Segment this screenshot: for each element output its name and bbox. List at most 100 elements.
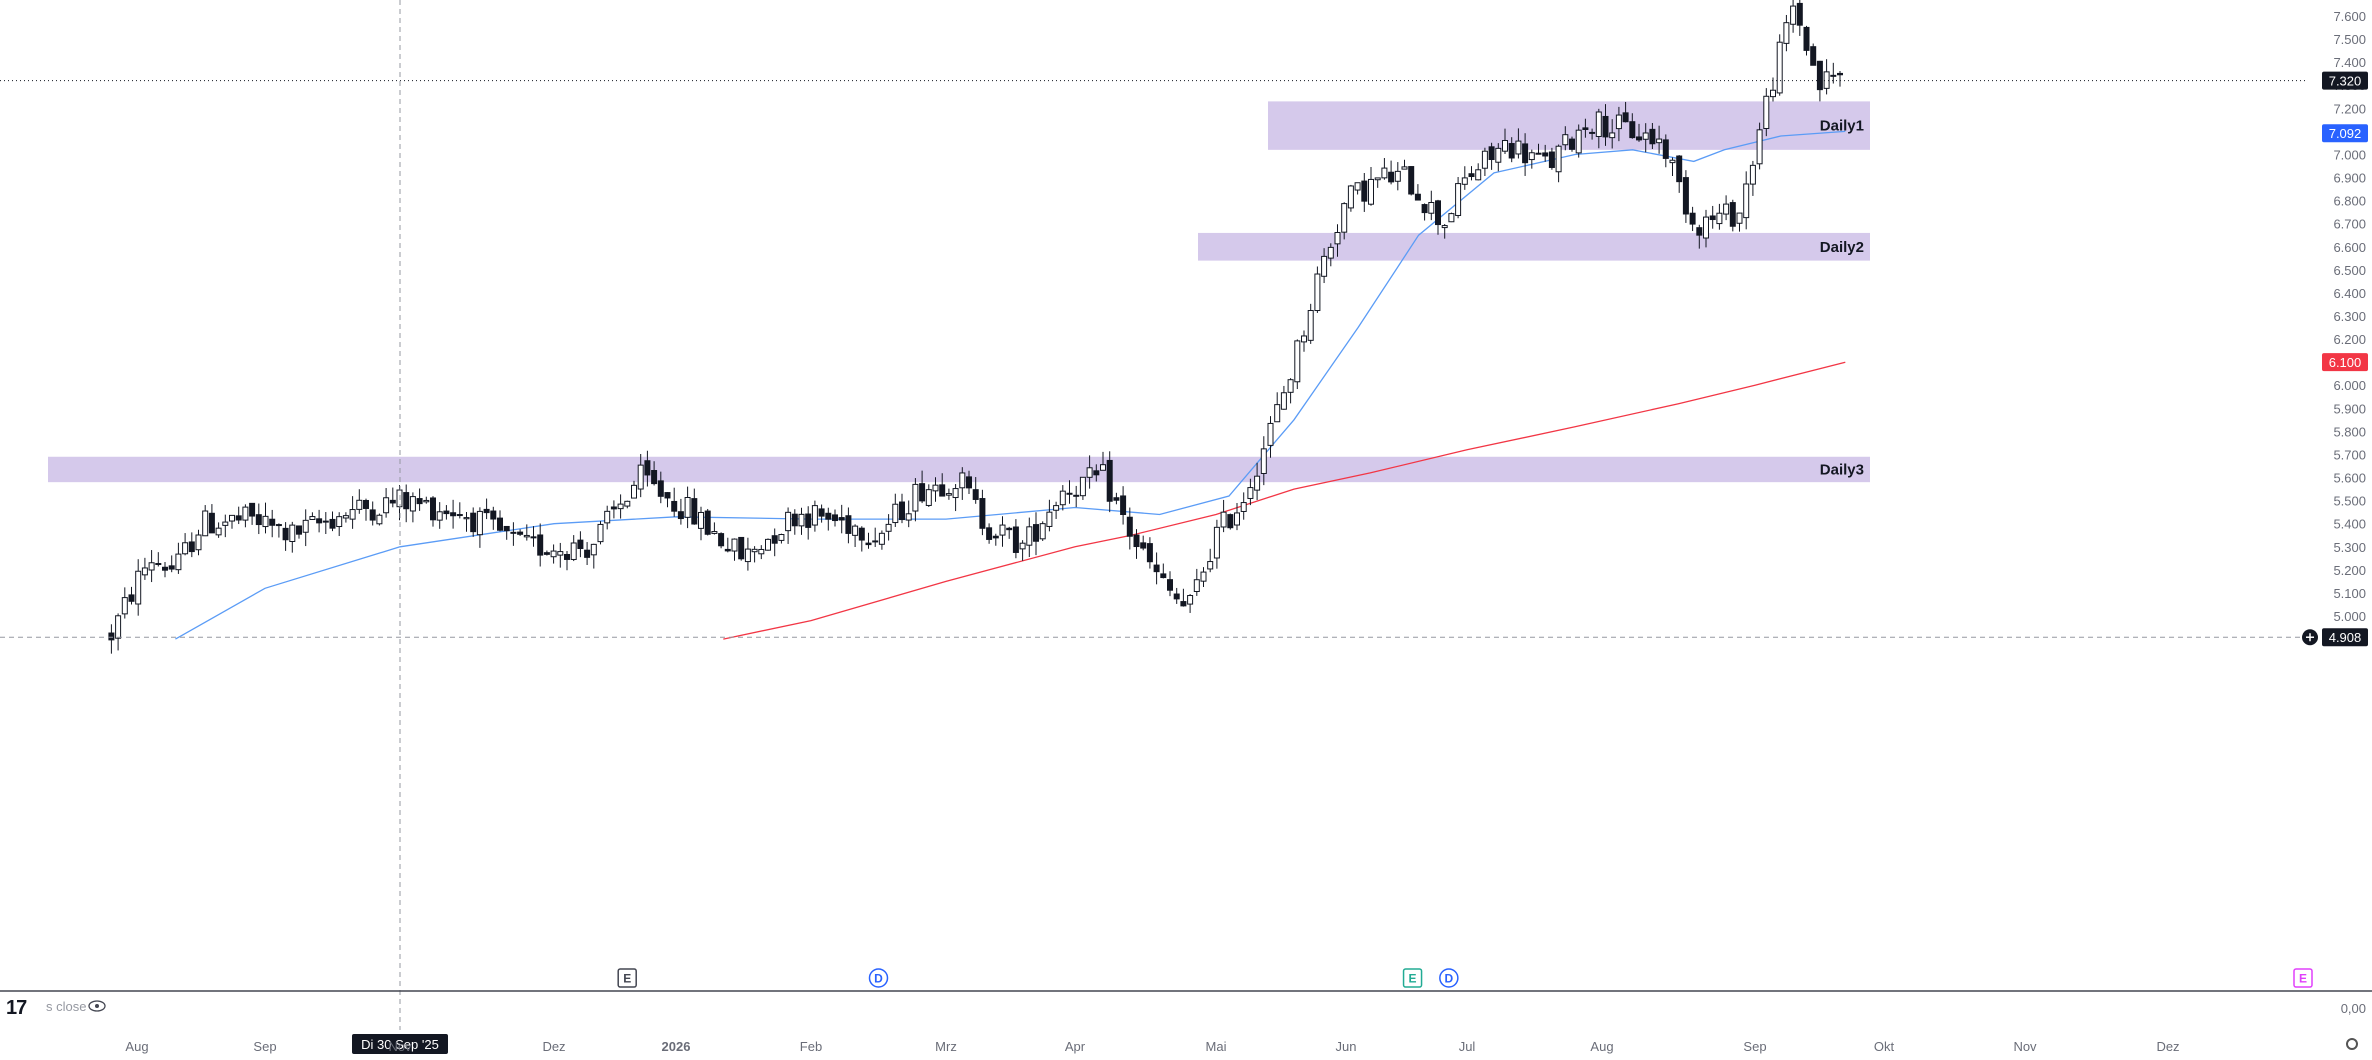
candle-body [376, 514, 383, 525]
x-tick-label: Dez [2156, 1039, 2179, 1054]
candle-body [436, 511, 443, 521]
candle-body [483, 508, 490, 514]
candle-body [865, 542, 872, 546]
candle-body [188, 541, 195, 553]
candle-body [1770, 89, 1776, 98]
price-badge [2322, 628, 2368, 647]
candles-layer [108, 0, 1843, 654]
candle-body [959, 472, 966, 489]
y-tick-label: 5.200 [2333, 563, 2366, 578]
candle-body [905, 513, 912, 521]
event-letter: D [874, 972, 883, 986]
candle-body [1615, 114, 1622, 130]
candle-body [1548, 151, 1555, 168]
candle-body [175, 553, 182, 571]
candle-body [845, 515, 852, 534]
candle-body [1079, 476, 1086, 497]
candle-body [872, 540, 879, 543]
candle-body [838, 517, 845, 521]
y-tick-label: 6.500 [2333, 263, 2366, 278]
y-tick-label: 7.500 [2333, 32, 2366, 47]
x-tick-label: Jul [1459, 1039, 1476, 1054]
y-tick-label: 6.400 [2333, 286, 2366, 301]
candle-body [1716, 212, 1723, 225]
candle-body [517, 531, 524, 535]
candle-body [1160, 573, 1167, 579]
candle-body [1006, 527, 1013, 531]
candle-body [1334, 232, 1341, 245]
x-tick-label: Nov [388, 1039, 412, 1054]
candle-body [1066, 492, 1073, 495]
candle-body [1837, 72, 1843, 76]
candle-body [543, 552, 550, 555]
candle-body [624, 500, 631, 507]
candle-body [1582, 127, 1589, 130]
candle-body [450, 512, 457, 517]
candle-body [832, 514, 838, 522]
y-tick-label: 6.600 [2333, 240, 2366, 255]
misc-layer: s close [46, 999, 106, 1014]
candle-body [1575, 129, 1582, 154]
candle-body [336, 516, 343, 528]
candle-body [383, 497, 390, 514]
candle-body [1059, 490, 1066, 506]
y-tick-label: 6.000 [2333, 378, 2366, 393]
candle-body [1515, 140, 1522, 155]
candle-body [1260, 448, 1267, 474]
candle-body [1522, 143, 1529, 164]
y-tick-label: 7.000 [2333, 147, 2366, 162]
x-tick-label: Okt [1874, 1039, 1895, 1054]
candle-body [1368, 178, 1374, 205]
candle-body [986, 527, 993, 540]
candle-body [765, 538, 771, 551]
candle-body [1776, 41, 1783, 94]
candle-body [329, 518, 336, 529]
candle-body [1039, 523, 1046, 540]
candle-body [141, 567, 148, 576]
candle-body [677, 511, 684, 520]
y-tick-label: 7.600 [2333, 9, 2366, 24]
candle-body [342, 515, 349, 519]
candle-body [1528, 152, 1535, 161]
candle-body [671, 500, 678, 512]
candle-body [811, 505, 818, 526]
candle-body [1408, 166, 1415, 195]
candle-body [1763, 95, 1770, 129]
x-tick-label: Nov [2013, 1039, 2037, 1054]
candle-body [1247, 487, 1254, 499]
candle-body [1749, 164, 1756, 185]
x-tick-label: Aug [125, 1039, 148, 1054]
candle-body [1307, 310, 1314, 341]
candle-body [389, 499, 396, 504]
candle-body [369, 509, 376, 521]
candle-body [490, 510, 497, 520]
candle-body [1019, 542, 1026, 550]
candle-body [1488, 146, 1495, 161]
x-tick-label: Mai [1206, 1039, 1227, 1054]
eye-icon-pupil [95, 1004, 99, 1008]
candle-body [349, 509, 356, 520]
candle-body [979, 498, 986, 529]
settings-icon[interactable] [2346, 1038, 2358, 1050]
candle-body [590, 543, 597, 556]
candle-body [1636, 136, 1642, 141]
x-tick-label: Jun [1336, 1039, 1357, 1054]
candle-body [416, 498, 423, 505]
candle-body [597, 523, 604, 543]
candle-body [162, 566, 168, 571]
candle-body [255, 514, 262, 526]
price-badge-label: 7.092 [2329, 126, 2362, 141]
candle-body [966, 476, 972, 489]
y-tick-label: 6.800 [2333, 194, 2366, 209]
price-badge-label: 4.908 [2329, 630, 2362, 645]
x-tick-label: 2026 [662, 1039, 691, 1054]
candle-body [510, 531, 517, 534]
candle-body [423, 499, 430, 503]
candle-body [1234, 512, 1240, 526]
candle-body [972, 489, 979, 500]
candle-body [1790, 5, 1797, 25]
candle-body [1401, 166, 1408, 170]
candle-body [778, 534, 785, 541]
candle-body [1569, 138, 1575, 150]
